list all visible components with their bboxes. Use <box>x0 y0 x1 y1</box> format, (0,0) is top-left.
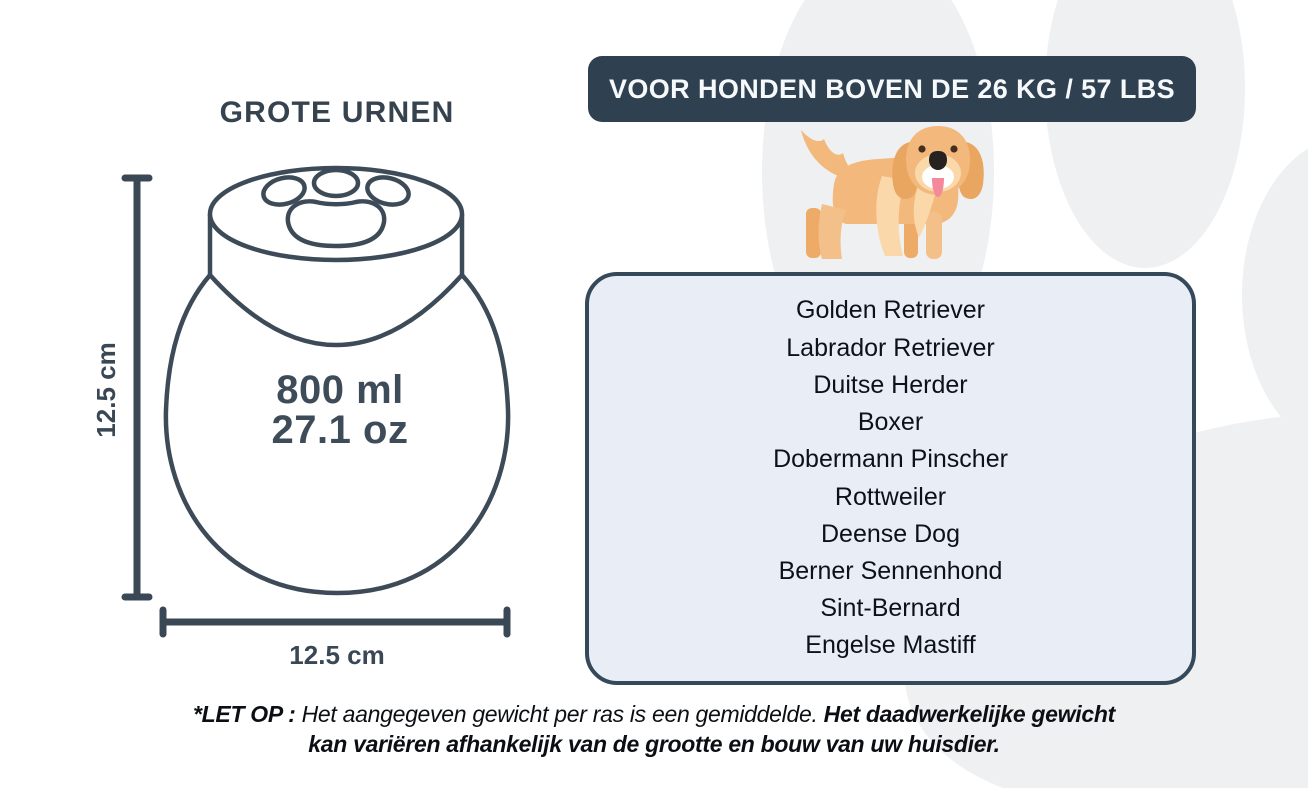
dog-nose <box>929 151 947 170</box>
dog-tongue <box>932 178 944 197</box>
dog-eye-left <box>918 145 926 153</box>
dog-tail <box>801 130 858 180</box>
weight-banner-label: VOOR HONDEN BOVEN DE 26 KG / 57 LBS <box>608 73 1176 104</box>
breed-item: Labrador Retriever <box>786 333 995 362</box>
golden-retriever-icon <box>801 126 984 259</box>
dog-eye-right <box>950 145 958 153</box>
dog-mouth <box>922 165 954 189</box>
urn-width-label: 12.5 cm <box>289 640 385 670</box>
breed-item: Engelse Mastiff <box>805 631 976 660</box>
urn-volume-ml: 800 ml <box>276 368 404 412</box>
watermark-toe-3 <box>1242 148 1308 442</box>
breed-item: Golden Retriever <box>796 296 985 325</box>
breed-item: Duitse Herder <box>813 370 968 399</box>
urn-volume-oz: 27.1 oz <box>271 408 409 452</box>
dimension-lines <box>121 174 511 638</box>
urn-diagram <box>121 165 511 638</box>
weight-banner: VOOR HONDEN BOVEN DE 26 KG / 57 LBS <box>588 56 1196 122</box>
page-title: GROTE URNEN <box>219 96 455 129</box>
dog-head <box>892 126 984 200</box>
breed-item: Sint-Bernard <box>820 594 961 623</box>
urn-height-label: 12.5 cm <box>91 342 121 438</box>
breed-item: Deense Dog <box>821 519 960 548</box>
breed-item: Rottweiler <box>834 482 947 511</box>
breed-item: Berner Sennenhond <box>778 556 1003 585</box>
breed-item: Dobermann Pinscher <box>773 445 1008 474</box>
dog-chest-fur <box>876 176 905 256</box>
breed-item: Boxer <box>857 408 924 437</box>
dog-neck-fur <box>913 182 937 238</box>
breeds-list-box: Golden Retriever Labrador Retriever Duit… <box>585 272 1196 685</box>
watermark-toe-2 <box>1045 0 1245 268</box>
urn-volume: 800 ml 27.1 oz <box>230 370 450 450</box>
dog-near-legs <box>818 204 942 259</box>
paw-print-icon <box>261 167 411 249</box>
disclaimer-prefix: *LET OP : <box>193 701 302 727</box>
disclaimer-note: *LET OP : Het aangegeven gewicht per ras… <box>174 700 1134 759</box>
disclaimer-regular: Het aangegeven gewicht per ras is een ge… <box>301 701 824 727</box>
disclaimer-bold: Het daadwerkelijke gewicht kan variëren … <box>308 701 1115 757</box>
